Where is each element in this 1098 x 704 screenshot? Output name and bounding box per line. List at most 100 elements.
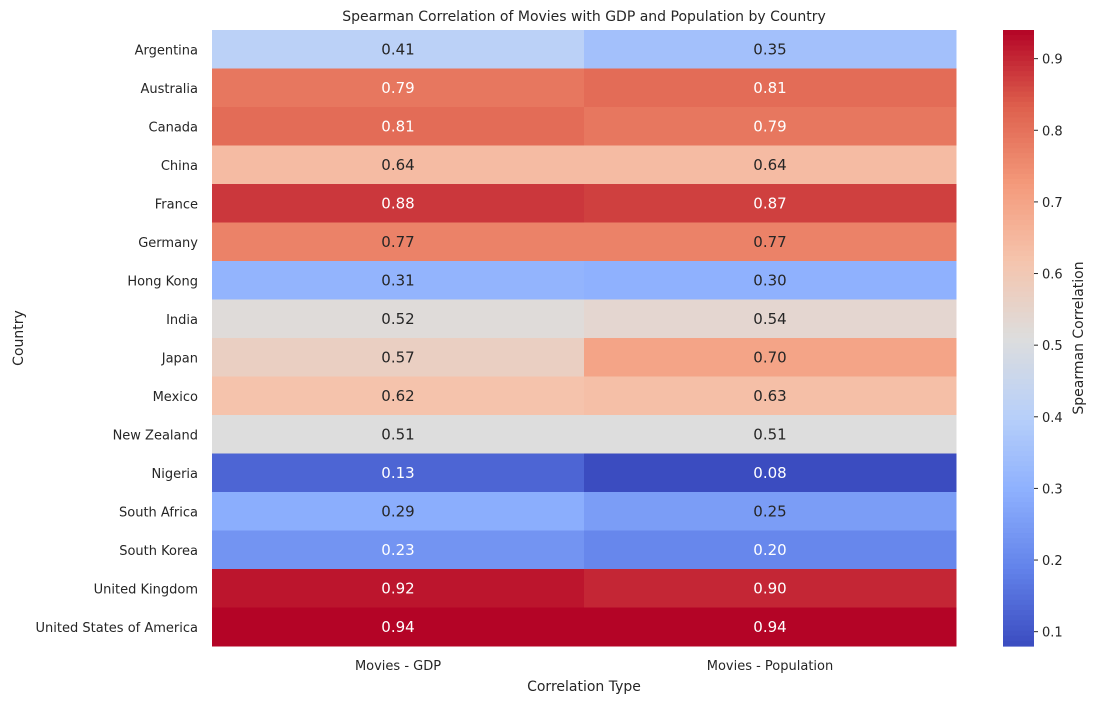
cell-germany-movies-population bbox=[584, 222, 957, 262]
colorbar-segment bbox=[1003, 620, 1034, 627]
colorbar-segment bbox=[1003, 409, 1034, 416]
colorbar-segment bbox=[1003, 322, 1034, 329]
cell-label-japan-movies-gdp: 0.57 bbox=[381, 348, 414, 366]
y-tick-japan: Japan bbox=[161, 351, 198, 366]
colorbar-segment bbox=[1003, 45, 1034, 52]
x-tick-movies-gdp: Movies - GDP bbox=[355, 659, 441, 674]
chart-title: Spearman Correlation of Movies with GDP … bbox=[342, 9, 826, 25]
colorbar-segment bbox=[1003, 204, 1034, 211]
colorbar: 0.1 0.2 0.3 0.4 0.5 0.6 0.7 0.8 0.9 bbox=[1003, 30, 1063, 647]
cell-india-movies-population bbox=[584, 299, 957, 339]
cell-canada-movies-population bbox=[584, 107, 957, 146]
colorbar-segment bbox=[1003, 610, 1034, 616]
colorbar-segment bbox=[1003, 363, 1034, 370]
colorbar-segment bbox=[1003, 291, 1034, 298]
y-tick-hong-kong: Hong Kong bbox=[127, 274, 198, 289]
colorbar-segment bbox=[1003, 574, 1034, 580]
colorbar-segment bbox=[1003, 281, 1034, 288]
colorbar-segment bbox=[1003, 148, 1034, 154]
cell-label-south-korea-movies-gdp: 0.23 bbox=[381, 541, 414, 559]
colorbar-segment bbox=[1003, 101, 1034, 108]
y-tick-mexico: Mexico bbox=[153, 390, 198, 405]
cell-united-states-of-america-movies-gdp bbox=[212, 607, 585, 647]
colorbar-segment bbox=[1003, 343, 1034, 349]
cell-canada-movies-gdp bbox=[212, 107, 585, 146]
colorbar-segment bbox=[1003, 307, 1034, 313]
colorbar-segment bbox=[1003, 117, 1034, 123]
cell-label-argentina-movies-gdp: 0.41 bbox=[381, 40, 414, 58]
colorbar-segment bbox=[1003, 599, 1034, 606]
colorbar-segment bbox=[1003, 558, 1034, 565]
colorbar-segment bbox=[1003, 548, 1034, 555]
cell-label-south-africa-movies-gdp: 0.29 bbox=[381, 502, 414, 520]
colorbar-segment bbox=[1003, 163, 1034, 170]
y-tick-new-zealand: New Zealand bbox=[113, 428, 198, 443]
colorbar-segment bbox=[1003, 225, 1034, 231]
x-axis-label: Correlation Type bbox=[527, 679, 641, 695]
colorbar-segment bbox=[1003, 569, 1034, 575]
cell-germany-movies-gdp bbox=[212, 222, 585, 262]
cell-label-germany-movies-gdp: 0.77 bbox=[381, 233, 414, 251]
y-tick-united-states-of-america: United States of America bbox=[36, 621, 198, 636]
colorbar-segment bbox=[1003, 50, 1034, 57]
colorbar-segment bbox=[1003, 497, 1034, 503]
cell-label-south-korea-movies-population: 0.20 bbox=[753, 541, 786, 559]
colorbar-segment bbox=[1003, 425, 1034, 431]
cell-south-africa-movies-population bbox=[584, 492, 957, 531]
colorbar-tick-label: 0.8 bbox=[1042, 124, 1063, 139]
cell-label-japan-movies-population: 0.70 bbox=[753, 348, 786, 366]
cell-label-argentina-movies-population: 0.35 bbox=[753, 40, 786, 58]
cell-label-united-states-of-america-movies-population: 0.94 bbox=[753, 618, 786, 636]
cell-label-new-zealand-movies-population: 0.51 bbox=[753, 425, 786, 443]
colorbar-segment bbox=[1003, 635, 1034, 642]
colorbar-segment bbox=[1003, 476, 1034, 483]
colorbar-tick-label: 0.3 bbox=[1042, 482, 1063, 497]
cell-hong-kong-movies-population bbox=[584, 261, 957, 300]
colorbar-segment bbox=[1003, 481, 1034, 488]
cell-nigeria-movies-gdp bbox=[212, 453, 585, 493]
cell-label-india-movies-gdp: 0.52 bbox=[381, 310, 414, 328]
colorbar-segment bbox=[1003, 245, 1034, 252]
cell-label-hong-kong-movies-gdp: 0.31 bbox=[381, 271, 414, 289]
colorbar-segment bbox=[1003, 76, 1034, 82]
y-tick-south-korea: South Korea bbox=[119, 544, 198, 559]
colorbar-segment bbox=[1003, 55, 1034, 62]
colorbar-segment bbox=[1003, 235, 1034, 242]
colorbar-segment bbox=[1003, 71, 1034, 77]
colorbar-segment bbox=[1003, 266, 1034, 272]
colorbar-tick-label: 0.9 bbox=[1042, 53, 1063, 68]
colorbar-segment bbox=[1003, 630, 1034, 637]
colorbar-segment bbox=[1003, 214, 1034, 221]
cell-japan-movies-population bbox=[584, 338, 957, 377]
colorbar-segment bbox=[1003, 178, 1034, 185]
cell-china-movies-gdp bbox=[212, 145, 585, 185]
colorbar-segment bbox=[1003, 40, 1034, 46]
colorbar-segment bbox=[1003, 96, 1034, 103]
colorbar-segment bbox=[1003, 65, 1034, 72]
cell-label-germany-movies-population: 0.77 bbox=[753, 233, 786, 251]
cell-label-france-movies-gdp: 0.88 bbox=[381, 194, 414, 212]
colorbar-segment bbox=[1003, 353, 1034, 360]
cell-australia-movies-gdp bbox=[212, 68, 585, 108]
colorbar-segment bbox=[1003, 502, 1034, 508]
cell-label-china-movies-gdp: 0.64 bbox=[381, 156, 414, 174]
cell-label-hong-kong-movies-population: 0.30 bbox=[753, 271, 786, 289]
x-tick-movies-population: Movies - Population bbox=[707, 659, 834, 674]
colorbar-segment bbox=[1003, 430, 1034, 437]
y-axis-label: Country bbox=[11, 310, 27, 366]
cell-label-china-movies-population: 0.64 bbox=[753, 156, 786, 174]
y-tick-nigeria: Nigeria bbox=[151, 467, 198, 482]
colorbar-segment bbox=[1003, 127, 1034, 134]
colorbar-segment bbox=[1003, 389, 1034, 396]
cell-label-canada-movies-gdp: 0.81 bbox=[381, 117, 414, 135]
cell-new-zealand-movies-gdp bbox=[212, 415, 585, 454]
colorbar-segment bbox=[1003, 30, 1034, 36]
colorbar-segment bbox=[1003, 240, 1034, 247]
colorbar-tick-label: 0.1 bbox=[1042, 626, 1063, 641]
cell-china-movies-population bbox=[584, 145, 957, 185]
cell-label-united-states-of-america-movies-gdp: 0.94 bbox=[381, 618, 414, 636]
colorbar-segment bbox=[1003, 168, 1034, 175]
cell-label-new-zealand-movies-gdp: 0.51 bbox=[381, 425, 414, 443]
cell-united-kingdom-movies-population bbox=[584, 569, 957, 608]
